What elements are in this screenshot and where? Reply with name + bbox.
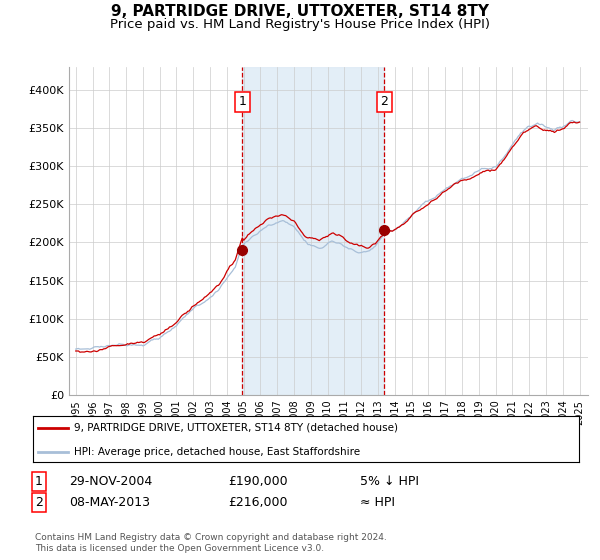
Text: ≈ HPI: ≈ HPI [360,496,395,509]
Text: £190,000: £190,000 [228,475,287,488]
Text: Contains HM Land Registry data © Crown copyright and database right 2024.
This d: Contains HM Land Registry data © Crown c… [35,533,386,553]
Text: 08-MAY-2013: 08-MAY-2013 [69,496,150,509]
Text: HPI: Average price, detached house, East Staffordshire: HPI: Average price, detached house, East… [74,447,360,457]
Text: 9, PARTRIDGE DRIVE, UTTOXETER, ST14 8TY: 9, PARTRIDGE DRIVE, UTTOXETER, ST14 8TY [111,4,489,20]
Bar [242,67,384,395]
Text: 1: 1 [238,95,246,108]
Text: 29-NOV-2004: 29-NOV-2004 [69,475,152,488]
Text: £216,000: £216,000 [228,496,287,509]
Text: 2: 2 [35,496,43,509]
Text: 2: 2 [380,95,388,108]
Text: 5% ↓ HPI: 5% ↓ HPI [360,475,419,488]
Text: Price paid vs. HM Land Registry's House Price Index (HPI): Price paid vs. HM Land Registry's House … [110,18,490,31]
Text: 9, PARTRIDGE DRIVE, UTTOXETER, ST14 8TY (detached house): 9, PARTRIDGE DRIVE, UTTOXETER, ST14 8TY … [74,423,398,432]
Text: 1: 1 [35,475,43,488]
